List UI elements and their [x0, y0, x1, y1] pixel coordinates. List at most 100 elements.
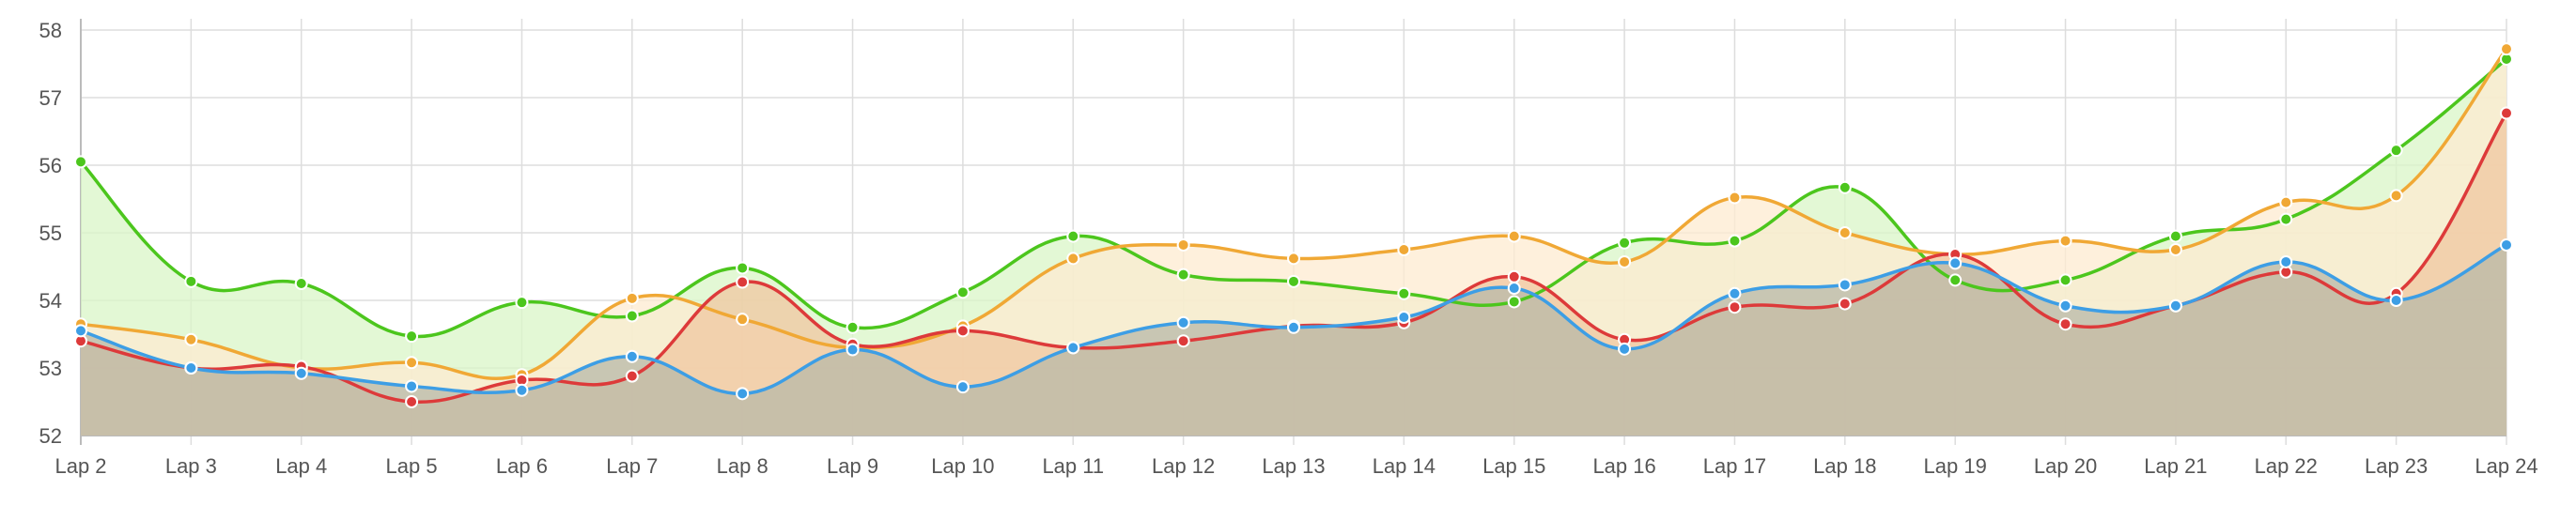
series-lines: [79, 48, 2508, 405]
data-point[interactable]: [955, 380, 970, 394]
data-point[interactable]: [2279, 195, 2293, 209]
data-point[interactable]: [1066, 252, 1080, 266]
x-tick-label: Lap 9: [827, 454, 878, 478]
data-point[interactable]: [2389, 189, 2403, 203]
x-tick-label: Lap 16: [1592, 454, 1655, 478]
data-point[interactable]: [625, 349, 639, 363]
data-point[interactable]: [1066, 229, 1080, 243]
data-point[interactable]: [2058, 273, 2072, 287]
axis-labels: 52 53 54 55 56 57 58 Lap 2 Lap 3 Lap 4 Lap 5 Lap 6 L…: [39, 19, 2538, 478]
data-point[interactable]: [1618, 254, 1632, 268]
y-tick-label: 52: [39, 424, 62, 448]
data-point[interactable]: [736, 261, 750, 275]
data-point[interactable]: [1287, 320, 1300, 334]
data-point[interactable]: [625, 369, 639, 383]
data-point[interactable]: [1287, 252, 1300, 266]
data-point[interactable]: [846, 343, 860, 357]
data-point[interactable]: [2168, 298, 2182, 313]
x-tick-label: Lap 15: [1482, 454, 1545, 478]
data-point[interactable]: [955, 285, 970, 299]
series-points: [74, 42, 2513, 408]
data-point[interactable]: [2500, 237, 2513, 252]
x-tick-label: Lap 4: [275, 454, 327, 478]
data-point[interactable]: [2389, 294, 2403, 307]
data-point[interactable]: [1507, 269, 1521, 283]
data-point[interactable]: [1066, 341, 1080, 355]
data-point[interactable]: [625, 291, 639, 305]
data-point[interactable]: [1176, 237, 1190, 252]
data-point[interactable]: [294, 366, 308, 380]
x-tick-label: Lap 24: [2475, 454, 2537, 478]
x-tick-label: Lap 10: [931, 454, 994, 478]
data-point[interactable]: [1507, 295, 1521, 309]
data-point[interactable]: [1838, 180, 1852, 194]
x-tick-label: Lap 5: [386, 454, 438, 478]
data-point[interactable]: [405, 356, 419, 370]
data-point[interactable]: [515, 296, 529, 310]
x-tick-label: Lap 17: [1703, 454, 1766, 478]
data-point[interactable]: [515, 383, 529, 397]
x-tick-label: Lap 13: [1262, 454, 1325, 478]
data-point[interactable]: [1838, 297, 1852, 311]
data-point[interactable]: [1507, 282, 1521, 296]
data-point[interactable]: [1948, 256, 1963, 270]
x-tick-label: Lap 8: [717, 454, 768, 478]
data-point[interactable]: [2058, 298, 2072, 313]
x-tick-label: Lap 6: [496, 454, 548, 478]
data-point[interactable]: [184, 361, 198, 375]
y-tick-label: 55: [39, 222, 62, 245]
x-tick-label: Lap 19: [1924, 454, 1987, 478]
data-point[interactable]: [1287, 274, 1300, 288]
data-point[interactable]: [955, 324, 970, 338]
data-point[interactable]: [2279, 254, 2293, 268]
y-tick-label: 58: [39, 19, 62, 42]
series-areas: [81, 49, 2506, 436]
data-point[interactable]: [184, 274, 198, 288]
data-point[interactable]: [1176, 315, 1190, 329]
x-tick-label: Lap 2: [54, 454, 106, 478]
data-point[interactable]: [2389, 144, 2403, 158]
y-tick-label: 57: [39, 86, 62, 110]
data-point[interactable]: [1176, 268, 1190, 282]
x-tick-label: Lap 3: [165, 454, 217, 478]
data-point[interactable]: [1618, 342, 1632, 356]
data-point[interactable]: [846, 320, 860, 334]
data-point[interactable]: [2500, 42, 2513, 56]
data-point[interactable]: [1728, 234, 1742, 248]
data-point[interactable]: [2168, 243, 2182, 256]
series-line-1: [80, 48, 2508, 380]
data-point[interactable]: [1838, 226, 1852, 239]
data-point[interactable]: [1618, 236, 1632, 250]
y-tick-label: 54: [39, 289, 62, 313]
data-point[interactable]: [736, 313, 750, 327]
data-point[interactable]: [1507, 229, 1521, 243]
data-point[interactable]: [2058, 234, 2072, 248]
data-point[interactable]: [405, 329, 419, 344]
x-tick-label: Lap 22: [2255, 454, 2318, 478]
data-point[interactable]: [2279, 212, 2293, 226]
data-point[interactable]: [1838, 278, 1852, 292]
data-point[interactable]: [74, 155, 87, 169]
x-tick-label: Lap 12: [1152, 454, 1215, 478]
data-point[interactable]: [736, 387, 750, 401]
data-point[interactable]: [625, 309, 639, 323]
data-point[interactable]: [1176, 334, 1190, 348]
data-point[interactable]: [405, 395, 419, 408]
data-point[interactable]: [1397, 286, 1411, 300]
data-point[interactable]: [1948, 273, 1963, 287]
data-point[interactable]: [184, 332, 198, 346]
data-point[interactable]: [736, 275, 750, 289]
data-point[interactable]: [405, 379, 419, 393]
data-point[interactable]: [1397, 243, 1411, 256]
data-point[interactable]: [74, 324, 87, 338]
data-point[interactable]: [1728, 300, 1742, 314]
data-point[interactable]: [1728, 191, 1742, 205]
data-point[interactable]: [2168, 229, 2182, 243]
data-point[interactable]: [2058, 317, 2072, 331]
data-point[interactable]: [294, 277, 308, 290]
data-point[interactable]: [1728, 286, 1742, 300]
data-point[interactable]: [1397, 311, 1411, 324]
y-tick-label: 53: [39, 357, 62, 380]
data-point[interactable]: [2500, 106, 2513, 120]
